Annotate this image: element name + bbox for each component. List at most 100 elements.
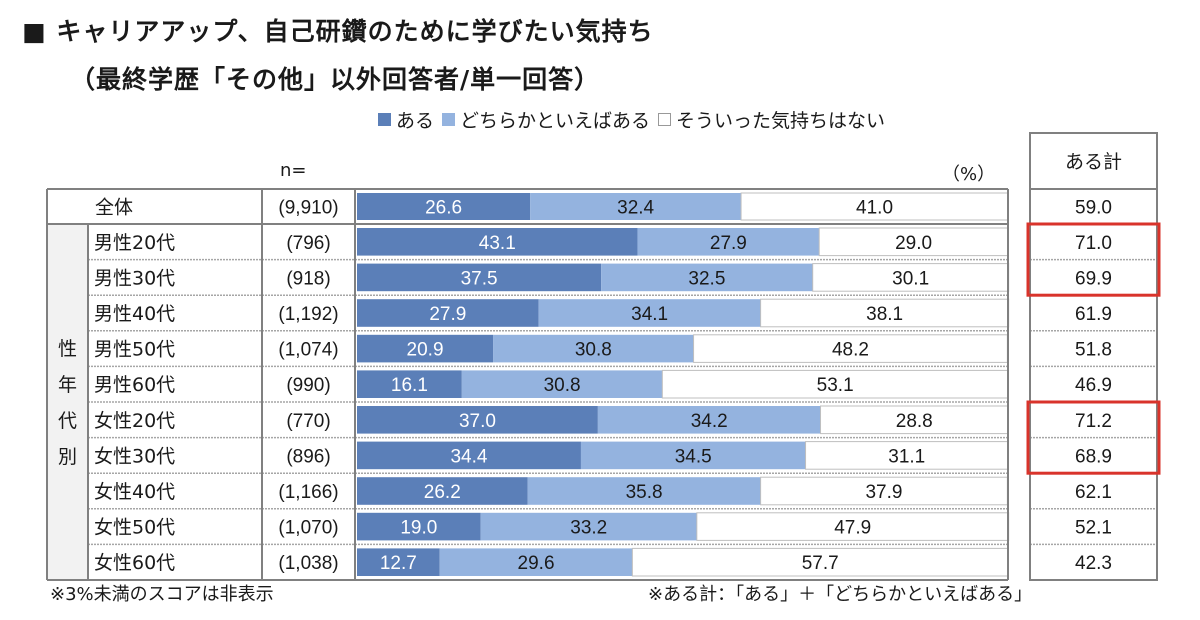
n-value: (770)	[286, 411, 330, 432]
bar-segment-nai	[820, 405, 1009, 435]
data-label: 29.0	[895, 233, 932, 254]
bar-segment-dochiraka	[637, 228, 820, 256]
total-value: 69.9	[1075, 268, 1112, 289]
data-label: 35.8	[626, 482, 663, 503]
total-value: 59.0	[1075, 198, 1112, 219]
data-label: 26.6	[425, 198, 462, 219]
bar-segment-nai	[812, 263, 1010, 292]
data-label: 37.0	[459, 411, 496, 432]
total-value: 46.9	[1075, 375, 1112, 396]
data-label: 41.0	[856, 198, 893, 219]
bar-segment-nai	[661, 369, 1009, 399]
data-label: 27.9	[710, 233, 747, 254]
data-label: 34.4	[450, 446, 487, 467]
bar-segment-aru	[357, 193, 531, 220]
total-value: 61.9	[1075, 304, 1112, 325]
n-value: (1,070)	[278, 518, 338, 539]
bar-segment-aru	[357, 228, 638, 256]
totals-box	[1029, 132, 1158, 581]
bar-segment-aru	[357, 441, 581, 470]
bar-segment-dochiraka	[439, 548, 633, 576]
legend-item-dochiraka: どちらかといえばある	[442, 106, 650, 133]
data-label: 37.9	[865, 482, 902, 503]
group-column-bg	[47, 224, 88, 580]
total-value: 51.8	[1075, 340, 1112, 361]
legend-swatch-dochiraka	[442, 113, 456, 126]
data-label: 32.4	[617, 198, 654, 219]
category-label: 女性50代	[94, 517, 175, 539]
data-label: 20.9	[407, 340, 444, 361]
footnote-total-definition: ※ある計：「ある」＋「どちらかといえばある」	[648, 584, 1033, 605]
legend-label-nai: そういった気持ちはない	[676, 110, 886, 132]
data-label: 29.6	[518, 553, 555, 574]
bar-segment-nai	[631, 547, 1009, 577]
data-label: 48.2	[832, 340, 869, 361]
bar-segment-aru	[357, 406, 598, 434]
legend-label-aru: ある	[396, 110, 435, 132]
group-label-char: 年	[58, 374, 77, 396]
bar-segment-aru	[357, 370, 462, 398]
bar-segment-dochiraka	[480, 512, 697, 541]
group-label-char: 性	[58, 338, 77, 360]
category-label: 男性30代	[94, 267, 175, 289]
data-label: 57.7	[802, 553, 839, 574]
category-label: 女性20代	[94, 410, 175, 432]
bar-segment-dochiraka	[538, 299, 761, 327]
data-label: 26.2	[424, 482, 461, 503]
bar-segment-aru	[357, 334, 494, 363]
data-label: 30.8	[544, 375, 581, 396]
bar-segment-dochiraka	[461, 370, 663, 398]
data-label: 28.8	[896, 411, 933, 432]
highlight-box	[1026, 222, 1161, 297]
bar-segment-nai	[760, 476, 1008, 506]
bar-segment-aru	[357, 299, 539, 327]
totals-header: ある計	[1065, 151, 1122, 173]
category-label: 男性50代	[94, 339, 175, 361]
category-label: 男性60代	[94, 374, 175, 396]
data-label: 32.5	[688, 268, 725, 289]
footnote-hidden-scores: ※3%未満のスコアは非表示	[50, 584, 274, 605]
total-value: 68.9	[1075, 446, 1112, 467]
total-value: 71.0	[1075, 233, 1112, 254]
data-label: 30.8	[575, 340, 612, 361]
bar-segment-dochiraka	[493, 334, 694, 363]
data-label: 31.1	[888, 446, 925, 467]
legend-item-aru: ある	[378, 106, 434, 133]
total-value: 71.2	[1075, 411, 1112, 432]
legend-swatch-aru	[378, 113, 391, 126]
bar-segment-aru	[357, 512, 481, 541]
n-value: (9,910)	[278, 198, 338, 219]
legend-swatch-nai	[658, 113, 672, 126]
bar-segment-nai	[760, 298, 1010, 328]
data-label: 34.1	[631, 304, 668, 325]
category-label: 女性40代	[94, 481, 175, 503]
data-label: 16.1	[391, 375, 428, 396]
data-label: 37.5	[461, 268, 498, 289]
bar-segment-dochiraka	[580, 441, 806, 470]
group-label-char: 別	[58, 446, 77, 468]
data-label: 43.1	[479, 233, 516, 254]
chart-subtitle: （最終学歴「その他」以外回答者/単一回答）	[70, 65, 601, 94]
bar-segment-nai	[693, 334, 1008, 363]
n-value: (918)	[286, 268, 330, 289]
data-label: 27.9	[429, 304, 466, 325]
bar-segment-aru	[357, 548, 440, 576]
n-header: n=	[280, 160, 307, 181]
data-label: 19.0	[400, 518, 437, 539]
total-value: 42.3	[1075, 553, 1112, 574]
legend-item-nai: そういった気持ちはない	[658, 106, 885, 133]
category-label: 男性20代	[94, 232, 175, 254]
legend: ある どちらかといえばある そういった気持ちはない	[378, 106, 893, 133]
data-label: 12.7	[380, 553, 417, 574]
category-label: 女性30代	[94, 445, 175, 467]
category-label: 女性60代	[94, 552, 175, 574]
category-label: 全体	[95, 197, 133, 219]
bar-segment-dochiraka	[601, 263, 813, 292]
group-label-char: 代	[58, 410, 77, 432]
total-value: 52.1	[1075, 518, 1112, 539]
category-label: 男性40代	[94, 303, 175, 325]
bar-segment-dochiraka	[527, 477, 761, 505]
unit-label: （%）	[942, 164, 996, 185]
n-value: (796)	[286, 233, 330, 254]
